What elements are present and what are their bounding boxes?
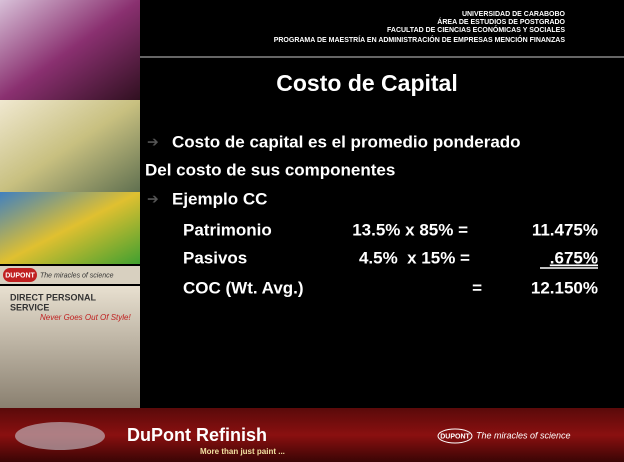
row-result: .675% xyxy=(550,248,598,267)
bullet-arrow: ➔ xyxy=(147,191,159,207)
poster-text: Never Goes Out Of Style! xyxy=(40,313,131,322)
poster-image xyxy=(0,286,140,408)
footer-tagline: The miracles of science xyxy=(476,430,571,440)
bullet-arrow: ➔ xyxy=(147,134,159,150)
sidebar-tagline: The miracles of science xyxy=(40,272,114,279)
poster-text: SERVICE xyxy=(10,302,49,312)
row-result: 12.150% xyxy=(531,278,598,297)
vehicles-image xyxy=(0,192,140,264)
row-formula: = xyxy=(472,278,482,297)
title: Costo de Capital xyxy=(276,70,457,96)
row-label: Patrimonio xyxy=(183,220,272,239)
bullet: Del costo de sus componentes xyxy=(145,160,395,179)
footer-car xyxy=(15,422,105,450)
car-image xyxy=(0,0,140,100)
footer-brand: DuPont Refinish xyxy=(127,425,267,445)
row-formula: 4.5% x 15% = xyxy=(359,248,470,267)
poster-text: DIRECT PERSONAL xyxy=(10,292,97,302)
header-line: FACULTAD DE CIENCIAS ECONÓMICAS Y SOCIAL… xyxy=(387,25,565,34)
sidebar-logo-oval xyxy=(3,268,37,282)
row-formula: 13.5% x 85% = xyxy=(352,220,468,239)
bullet: Ejemplo CC xyxy=(172,189,267,208)
footer-logo: DUPONT xyxy=(440,433,470,440)
bullet: Costo de capital es el promedio ponderad… xyxy=(172,132,521,151)
row-label: Pasivos xyxy=(183,248,247,267)
header-line: ÁREA DE ESTUDIOS DE POSTGRADO xyxy=(437,17,565,26)
footer-logo-oval xyxy=(437,428,473,444)
header-line: UNIVERSIDAD DE CARABOBO xyxy=(462,11,566,18)
row-result: 11.475% xyxy=(532,220,598,239)
header-line: PROGRAMA DE MAESTRÍA EN ADMINISTRACIÓN D… xyxy=(274,35,566,44)
footer-slogan: More than just paint ... xyxy=(200,447,285,456)
sidebar-logo: DUPONT xyxy=(5,272,35,279)
paint-image xyxy=(0,100,140,192)
row-label: COC (Wt. Avg.) xyxy=(183,278,304,297)
